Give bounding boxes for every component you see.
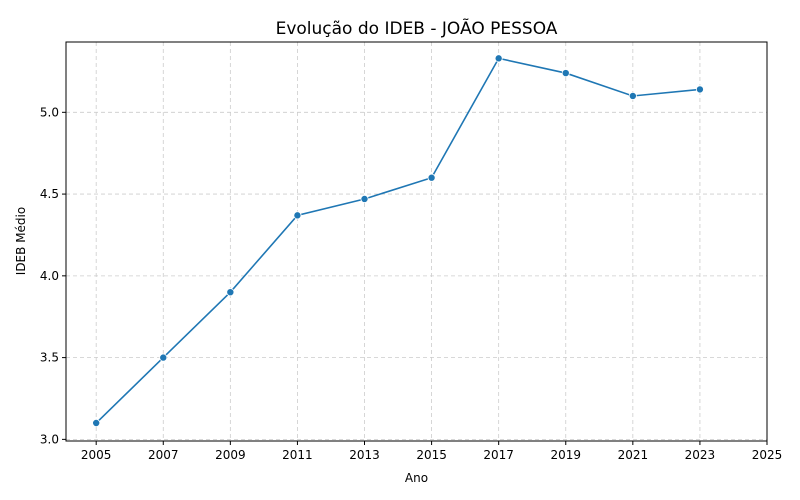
y-tick-label: 3.5 — [40, 351, 59, 365]
x-tick-label: 2005 — [81, 448, 112, 462]
data-point — [427, 173, 436, 182]
plot-frame — [65, 41, 768, 442]
x-axis-label: Ano — [405, 471, 428, 485]
y-tick-label: 3.0 — [40, 432, 59, 446]
grid-lines — [66, 42, 768, 441]
x-tick-label: 2023 — [685, 448, 716, 462]
x-tick-label: 2011 — [282, 448, 313, 462]
y-axis-label: IDEB Médio — [14, 207, 28, 275]
x-tick-label: 2021 — [618, 448, 649, 462]
x-tick-label: 2009 — [215, 448, 246, 462]
data-point — [226, 288, 235, 297]
data-point — [695, 85, 704, 94]
y-tick-label: 5.0 — [40, 105, 59, 119]
data-point — [561, 69, 570, 78]
x-tick-label: 2017 — [483, 448, 514, 462]
x-tick-label: 2015 — [416, 448, 447, 462]
data-point — [628, 91, 637, 100]
x-tick-label: 2019 — [550, 448, 581, 462]
x-tick-label: 2007 — [148, 448, 179, 462]
y-tick-label: 4.0 — [40, 269, 59, 283]
data-point — [360, 194, 369, 203]
data-point — [92, 419, 101, 428]
x-tick-label: 2025 — [752, 448, 783, 462]
series-line — [95, 57, 700, 424]
x-tick-label: 2013 — [349, 448, 380, 462]
y-axis: 3.0 3.5 4.0 4.5 5.0 — [40, 105, 66, 446]
plot-area — [92, 54, 704, 428]
x-axis: 2005 2007 2009 2011 2013 2015 2017 2019 2021 2023… — [81, 441, 782, 462]
data-point — [159, 353, 168, 362]
data-point — [293, 211, 302, 220]
y-tick-label: 4.5 — [40, 187, 59, 201]
chart-title: Evolução do IDEB - JOÃO PESSOA — [276, 17, 558, 39]
data-point — [494, 54, 503, 63]
